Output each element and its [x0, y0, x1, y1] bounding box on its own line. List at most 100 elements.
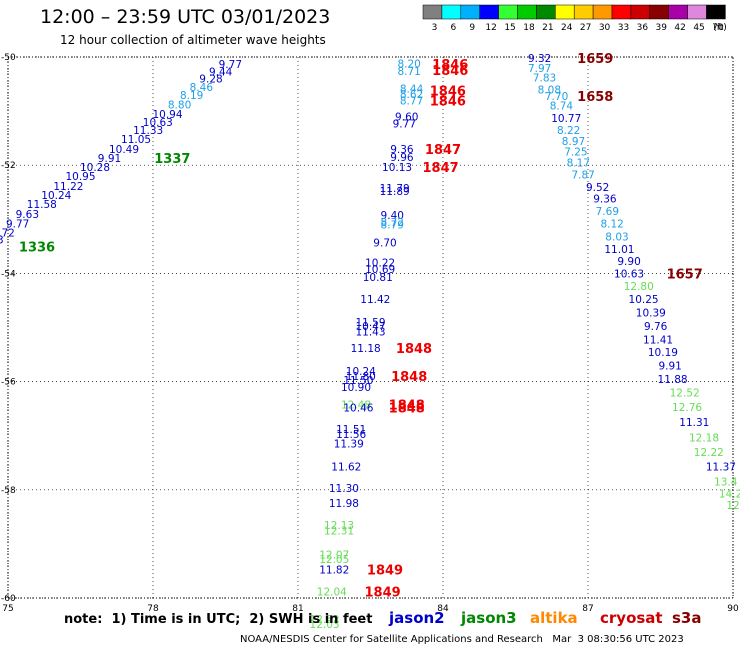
- wave-height-value: 10.13: [382, 162, 412, 174]
- x-tick-label: 78: [147, 604, 159, 614]
- pass-time-label: 1848: [389, 402, 425, 417]
- wave-height-value: 10.69: [365, 264, 395, 276]
- y-tick-label: -60: [1, 594, 16, 604]
- colorbar-tick-label: 9: [469, 23, 475, 33]
- pass-time-label: 1657: [667, 267, 703, 282]
- wave-height-value: 8.03: [605, 232, 628, 244]
- wave-height-value: 9.63: [16, 209, 39, 221]
- wave-height-value: 9.40: [381, 210, 404, 222]
- colorbar-tick-label: 36: [637, 23, 649, 33]
- wave-height-value: 7.97: [528, 63, 551, 75]
- wave-height-value: 9.77: [393, 119, 416, 131]
- wave-height-value: 8.80: [168, 100, 191, 112]
- wave-height-value: 9.70: [373, 238, 396, 250]
- wave-height-value: 9.90: [617, 256, 640, 268]
- wave-height-value: 11.80: [346, 371, 376, 383]
- wave-height-value: 12.07: [319, 550, 349, 562]
- x-tick-label: 90: [727, 604, 739, 614]
- wave-height-value: 9.32: [528, 53, 551, 65]
- pass-time-label: 1846: [430, 94, 466, 109]
- wave-height-value: 8.71: [397, 66, 420, 78]
- wave-height-value: 8.72: [381, 217, 404, 229]
- wave-height-value: 8.19: [180, 90, 203, 102]
- time-labels: 1846184618461846184718471848184818481848…: [19, 52, 703, 600]
- colorbar-tick-label: 3: [432, 23, 438, 33]
- wave-height-value: 12.03: [310, 619, 340, 631]
- wave-height-value: 11.18: [351, 343, 381, 355]
- wave-height-value: 10.49: [109, 144, 139, 156]
- wave-height-value: 12.80: [624, 281, 654, 293]
- colorbar-legend: 3 6 9 12 15 18 21 24 27 30 33 36 39 42 45 70(ft): [422, 4, 727, 33]
- colorbar-tick-label: 45: [693, 23, 704, 33]
- wave-height-value: 9.36: [390, 144, 414, 156]
- wave-height-value: 8.77: [400, 95, 423, 107]
- wave-height-value: 12.52: [310, 614, 340, 626]
- wave-height-value: 7.87: [571, 169, 594, 181]
- wave-height-value: 12.18: [689, 432, 719, 444]
- wave-height-value: 12.52: [670, 387, 700, 399]
- colorbar-swatch: [422, 4, 443, 20]
- wave-height-value: 11.01: [604, 244, 634, 256]
- wave-height-value: 8.17: [567, 157, 590, 169]
- x-tick-label: 84: [437, 604, 449, 614]
- pass-time-label: 1848: [396, 342, 432, 357]
- legend-s3a: s3a: [672, 609, 702, 627]
- wave-height-value: 11.51: [336, 424, 366, 436]
- colorbar-tick-label: 39: [656, 23, 668, 33]
- wave-height-value: 11.37: [706, 462, 736, 474]
- wave-height-value: 10.95: [65, 171, 95, 183]
- wave-height-value: 9.60: [395, 112, 418, 124]
- wave-height-value: 9.76: [644, 321, 668, 333]
- colorbar-tick-label: 42: [674, 23, 685, 33]
- wave-height-value: 10.46: [343, 403, 373, 415]
- colorbar-tick-label: 21: [542, 23, 553, 33]
- legend-jason2: jason2: [389, 609, 445, 627]
- colorbar-tick-label: 33: [618, 23, 629, 33]
- pass-time-label: 1337: [154, 152, 190, 167]
- wave-height-value: 8.22: [557, 125, 580, 137]
- wave-height-value: 13.4: [714, 477, 738, 489]
- y-tick-label: -50: [1, 53, 16, 63]
- wave-height-value: 10.81: [363, 272, 393, 284]
- wave-height-points: 9.779.449.288.468.198.8010.9410.6311.331…: [0, 53, 740, 631]
- pass-time-label: 1848: [389, 398, 425, 413]
- y-tick-label: -52: [1, 161, 16, 171]
- wave-height-value: 12.48: [341, 399, 371, 411]
- wave-height-value: 9.36: [593, 194, 617, 206]
- wave-height-value: 11.39: [334, 438, 364, 450]
- wave-height-value: 9.77: [6, 219, 29, 231]
- wave-height-value: 11.31: [679, 417, 709, 429]
- wave-height-value: 10.63: [614, 268, 644, 280]
- x-tick-label: 87: [582, 604, 593, 614]
- wave-height-value: 12.76: [672, 402, 702, 414]
- wave-height-value: 11.22: [53, 181, 83, 193]
- wave-height-value: 9.91: [658, 360, 681, 372]
- wave-height-value: 9.28: [199, 74, 222, 86]
- wave-height-value: 9.52: [586, 182, 609, 194]
- colorbar-swatch: [611, 4, 632, 20]
- wave-height-value: 11.50: [343, 375, 373, 387]
- wave-height-value: 10.25: [629, 294, 659, 306]
- wave-height-value: 9.96: [390, 152, 414, 164]
- chart-grid: [7, 56, 734, 599]
- wave-height-value: 11.42: [360, 294, 390, 306]
- wave-height-value: 11.33: [133, 125, 163, 137]
- wave-height-value: 10.24: [346, 366, 376, 378]
- wave-height-value: 8.74: [550, 101, 574, 113]
- colorbar-swatch: [460, 4, 480, 20]
- wave-height-value: 11.43: [355, 326, 385, 338]
- wave-height-value: 12.13: [324, 520, 354, 532]
- pass-time-label: 1847: [422, 161, 458, 176]
- colorbar-swatch: [668, 4, 688, 20]
- wave-height-value: 8.20: [397, 58, 420, 70]
- x-tick-label: 81: [292, 604, 303, 614]
- wave-height-value: 11.98: [329, 498, 359, 510]
- pass-time-label: 1658: [577, 90, 613, 105]
- colorbar-tick-label: 18: [523, 23, 535, 33]
- wave-height-value: 8.97: [562, 136, 585, 148]
- colorbar-tick-label: 30: [599, 23, 611, 33]
- colorbar-swatch: [706, 4, 726, 20]
- pass-time-label: 1848: [391, 370, 427, 385]
- colorbar-swatch: [536, 4, 556, 20]
